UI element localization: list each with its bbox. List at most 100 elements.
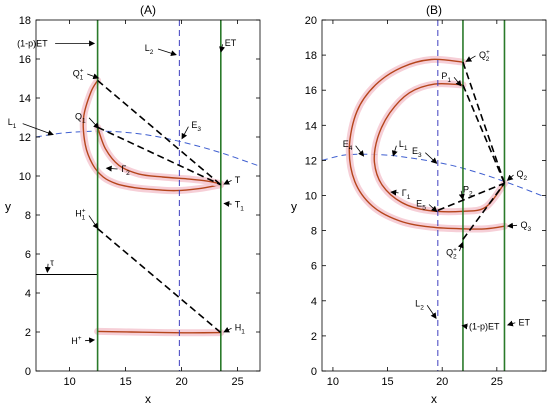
annotation-arrow [223,179,232,185]
panel-title: (B) [426,3,442,17]
annotation-label: Q+ 2 [446,246,457,260]
x-tick-label: 25 [491,376,503,388]
annotation-label: P1 [441,71,451,84]
x-tick-label: 15 [381,376,393,388]
y-axis-label: y [5,200,11,214]
y-tick-label: 0 [311,366,317,378]
annotation-label: τ [50,258,54,268]
annotation-arrow [157,48,177,57]
y-tick-label: 0 [25,366,31,378]
dashed-jump [462,61,506,184]
annotation-arrow [425,152,438,164]
y-tick-label: 8 [25,210,31,222]
x-tick-label: 10 [63,376,75,388]
annotation-arrow [457,241,464,252]
annotation-label: Γ2 [121,164,130,177]
plot-area [322,20,546,371]
trajectory-line [373,82,506,213]
l1-curve [36,130,260,167]
annotation-arrow [88,117,100,129]
axes-frame [35,19,261,372]
annotation-arrow [461,323,468,330]
annotation-label: L1 [8,117,17,130]
x-tick-label: 10 [327,376,339,388]
annotation-arrow [85,337,96,344]
annotation-arrow [87,73,100,80]
dashed-jump [97,126,222,186]
annotation-arrow [426,305,437,319]
axes-frame [321,19,547,372]
annotation-arrow [506,174,514,181]
y-tick-label: 6 [25,249,31,261]
y-tick-label: 16 [305,85,317,97]
annotation-label: Γ1 [402,188,411,201]
y-tick-label: 2 [25,327,31,339]
x-tick-label: 25 [231,376,243,388]
annotation-label: Q2 [516,169,527,182]
y-tick-label: 4 [25,288,31,300]
x-tick-label: 20 [436,376,448,388]
panel-a: 10 15 20 25 0 2 4 6 8 10 12 14 16 18 x y (A) (1-p)ET L2 ET Q… [5,3,261,406]
dashed-jump [97,228,222,334]
plot-area [36,20,260,371]
dashed-jump [462,182,506,240]
annotation-arrow [428,204,438,213]
annotation-label: L1 [399,139,408,152]
annotation-arrow [390,189,399,196]
annotation-arrow [88,215,99,230]
annotation-arrow [506,320,516,327]
annotation-label: Q1 [75,111,86,124]
annotation-label: ET [518,317,530,327]
annotation-label: H+ [71,335,82,346]
annotation-label: T1 [235,199,245,212]
y-tick-label: 20 [305,15,317,27]
x-tick-label: 20 [175,376,187,388]
y-tick-label: 10 [19,171,31,183]
annotation-label: E3 [412,146,422,159]
annotation-label: H1 [235,323,246,336]
annotation-label: E5 [416,198,426,211]
y-tick-label: 16 [19,54,31,66]
y-tick-label: 12 [19,132,31,144]
annotation-arrow [453,77,462,87]
annotation-label: E3 [191,120,201,133]
panel-title: (A) [140,3,156,17]
annotation-arrow [391,145,398,157]
y-tick-label: 14 [305,120,317,132]
annotation-label: ET [225,38,237,48]
annotation-label: L2 [415,298,424,311]
annotation-arrow [219,44,226,53]
annotation-arrow [506,222,518,229]
annotation-label: Q+ 1 [73,67,84,81]
annotation-arrow [44,263,51,274]
dashed-jump [97,79,222,186]
annotation-label: P2 [463,185,473,198]
annotation-label: Q3 [520,220,531,233]
annotation-label: H+ 1 [75,208,86,222]
trajectory-line [82,80,221,192]
y-tick-label: 12 [305,155,317,167]
y-tick-label: 6 [311,261,317,273]
annotation-label: E4 [343,139,353,152]
y-tick-label: 18 [19,15,31,27]
y-tick-label: 2 [311,331,317,343]
annotation-arrow [181,126,189,140]
y-tick-label: 14 [19,93,31,105]
annotation-arrow [355,145,365,157]
x-axis-label: x [145,392,151,406]
annotation-arrow [465,55,476,62]
annotation-label: Q+ 2 [479,49,490,63]
panel-b: 10 15 20 25 0 2 4 6 8 10 12 14 16 18 20 x y (B) Q+ 2 P1 E4 L1 E… [291,3,547,406]
annotation-label: L2 [145,43,154,56]
trajectory-line [96,127,221,185]
annotation-arrow [458,190,465,201]
y-tick-label: 8 [311,226,317,238]
dashed-jump [462,84,506,184]
annotation-arrow [105,165,118,172]
annotation-arrow [223,326,232,333]
annotation-label: (1-p)ET [17,38,48,48]
annotation-label: T [235,175,241,185]
x-tick-label: 15 [119,376,131,388]
y-axis-label: y [291,200,297,214]
